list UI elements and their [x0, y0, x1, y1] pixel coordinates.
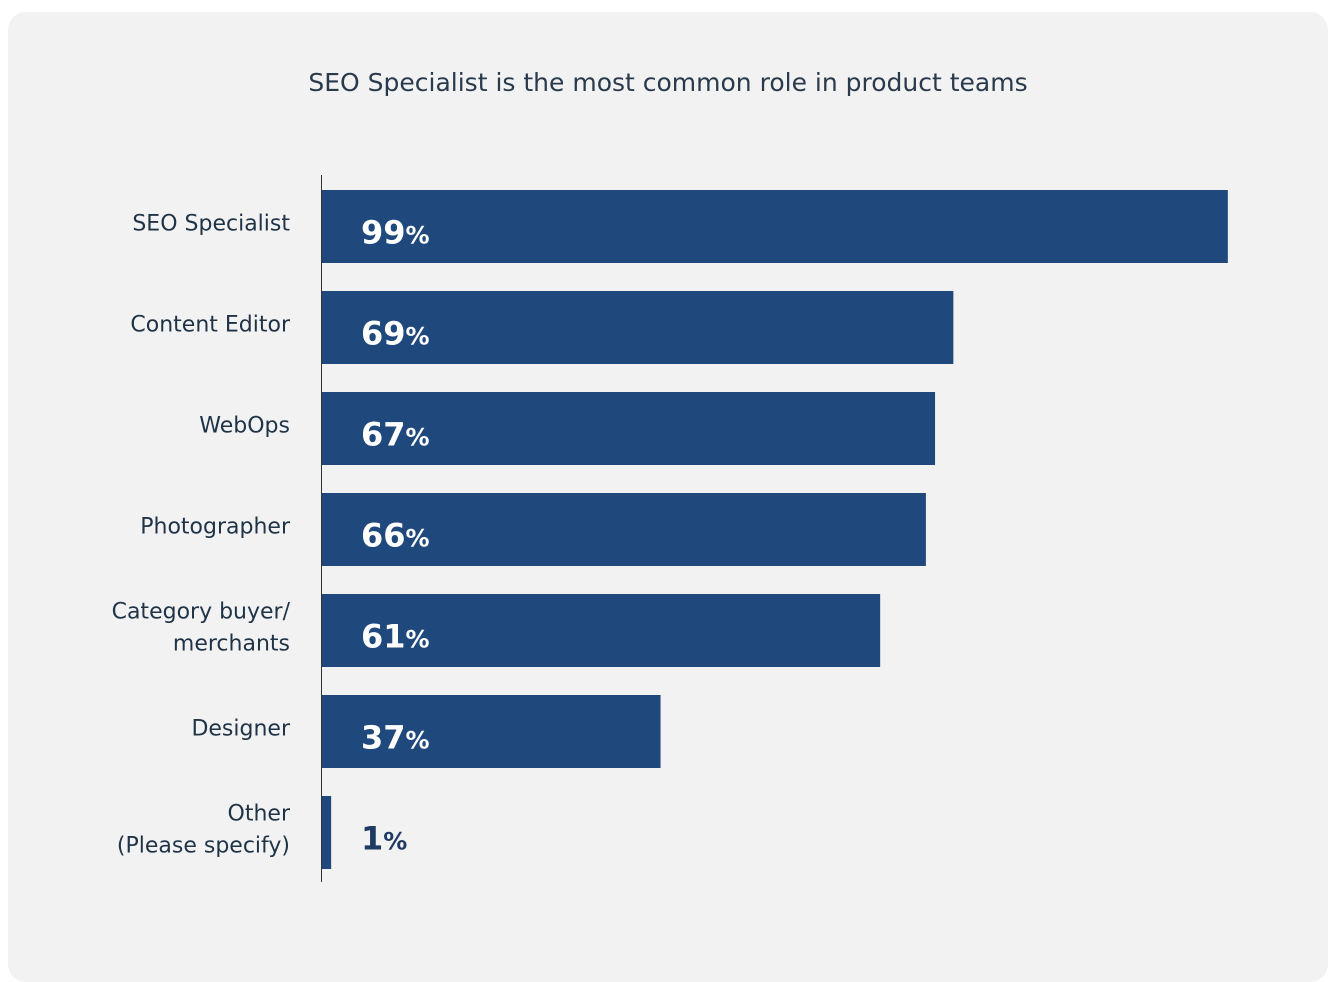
- bar-5: [322, 695, 661, 768]
- value-number: 67: [361, 416, 406, 454]
- value-label-6: 1%: [361, 820, 407, 858]
- bar-chart: SEO Specialist is the most common role i…: [112, 68, 1228, 882]
- category-label-6: Other (Please specify): [117, 802, 291, 859]
- category-label-line: WebOps: [199, 414, 290, 439]
- category-label-2: WebOps: [199, 414, 290, 439]
- value-suffix: %: [406, 727, 430, 755]
- chart-title: SEO Specialist is the most common role i…: [308, 68, 1027, 97]
- category-label-4: Category buyer/merchants: [112, 600, 291, 657]
- value-label-5: 37%: [361, 719, 430, 757]
- value-number: 61: [361, 618, 406, 656]
- value-label-3: 66%: [361, 517, 430, 555]
- bar-0: [322, 190, 1228, 263]
- value-label-1: 69%: [361, 315, 430, 353]
- category-label-0: SEO Specialist: [132, 212, 290, 237]
- bars-layer: SEO Specialist 99% Content Editor 69% WebOps…: [112, 190, 1228, 869]
- category-label-line: SEO Specialist: [132, 212, 290, 237]
- category-label-line: Photographer: [140, 515, 291, 540]
- value-suffix: %: [406, 323, 430, 351]
- category-label-3: Photographer: [140, 515, 291, 540]
- bar-1: [322, 291, 954, 364]
- value-number: 69: [361, 315, 406, 353]
- value-suffix: %: [406, 525, 430, 553]
- value-label-2: 67%: [361, 416, 430, 454]
- value-number: 99: [361, 214, 406, 252]
- bar-4: [322, 594, 881, 667]
- value-label-0: 99%: [361, 214, 430, 252]
- bar-6: [322, 796, 332, 869]
- category-label-line: Designer: [191, 717, 290, 742]
- category-label-line: merchants: [173, 632, 290, 657]
- category-label-line: Content Editor: [130, 313, 291, 338]
- value-number: 66: [361, 517, 406, 555]
- bar-3: [322, 493, 926, 566]
- value-number: 37: [361, 719, 406, 757]
- category-label-line: Category buyer/: [112, 600, 291, 625]
- bar-2: [322, 392, 936, 465]
- value-suffix: %: [406, 424, 430, 452]
- category-label-5: Designer: [191, 717, 290, 742]
- value-label-4: 61%: [361, 618, 430, 656]
- category-label-1: Content Editor: [130, 313, 291, 338]
- value-suffix: %: [406, 222, 430, 250]
- value-number: 1: [361, 820, 383, 858]
- category-label-line: (Please specify): [117, 834, 290, 859]
- value-suffix: %: [406, 626, 430, 654]
- value-suffix: %: [383, 828, 407, 856]
- category-label-line: Other: [228, 802, 291, 827]
